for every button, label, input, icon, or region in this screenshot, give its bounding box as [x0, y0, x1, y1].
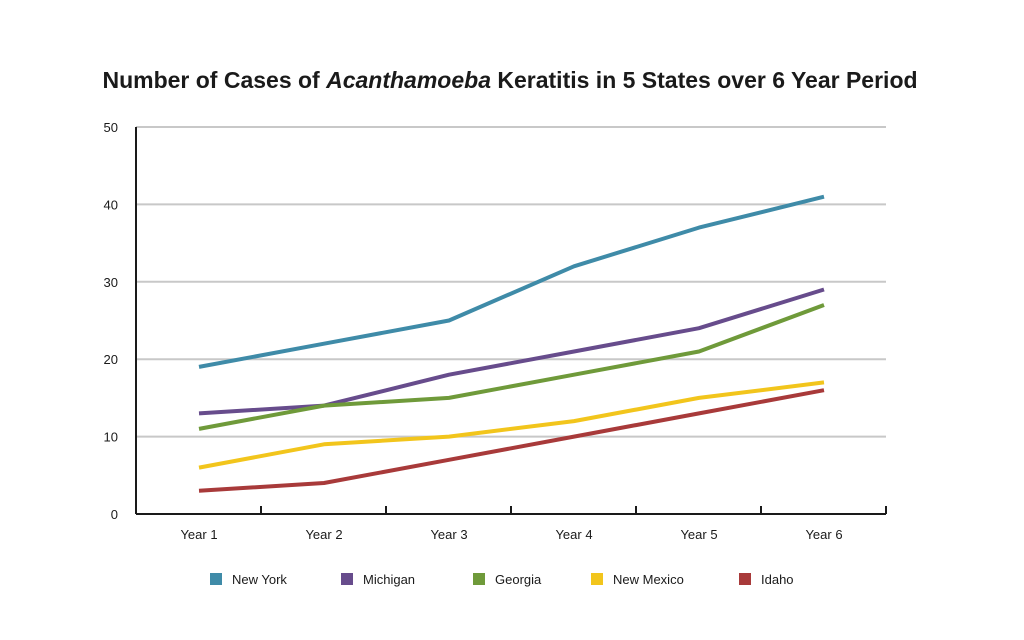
legend-label: Idaho: [761, 572, 794, 587]
chart-title: Number of Cases of Acanthamoeba Keratiti…: [102, 67, 917, 93]
legend-swatch: [210, 573, 222, 585]
series-lines: [198, 194, 825, 493]
series-line-michigan: [198, 287, 825, 416]
x-tick-label: Year 5: [680, 527, 717, 542]
y-tick-label: 20: [104, 352, 118, 367]
legend-label: New Mexico: [613, 572, 684, 587]
legend: New York Michigan Georgia New Mexico Idaho: [210, 572, 794, 587]
chart-title-part: Keratitis in 5 States over 6 Year Period: [491, 67, 918, 93]
series-line-georgia: [198, 303, 825, 431]
legend-swatch: [591, 573, 603, 585]
legend-label: Georgia: [495, 572, 542, 587]
y-tick-label: 10: [104, 430, 118, 445]
y-tick-label: 50: [104, 120, 118, 135]
x-tick-label: Year 2: [305, 527, 342, 542]
y-tick-label: 40: [104, 197, 118, 212]
x-tick-label: Year 3: [430, 527, 467, 542]
legend-label: New York: [232, 572, 287, 587]
x-tick-label: Year 1: [180, 527, 217, 542]
series-line-new-mexico: [198, 380, 825, 470]
y-tick-label: 0: [111, 507, 118, 522]
series-line-idaho: [198, 388, 825, 493]
x-tick-label: Year 6: [805, 527, 842, 542]
axes: 0 10 20 30 40 50 Year 1 Year 2 Year 3 Year 4 Year …: [104, 120, 887, 542]
y-tick-label: 30: [104, 275, 118, 290]
chart-title-part: Acanthamoeba: [325, 67, 491, 93]
legend-swatch: [341, 573, 353, 585]
gridlines: [136, 126, 886, 438]
x-tick-label: Year 4: [555, 527, 592, 542]
legend-swatch: [739, 573, 751, 585]
series-line-new-york: [198, 194, 825, 369]
legend-swatch: [473, 573, 485, 585]
chart-title-part: Number of Cases of: [102, 67, 326, 93]
legend-label: Michigan: [363, 572, 415, 587]
